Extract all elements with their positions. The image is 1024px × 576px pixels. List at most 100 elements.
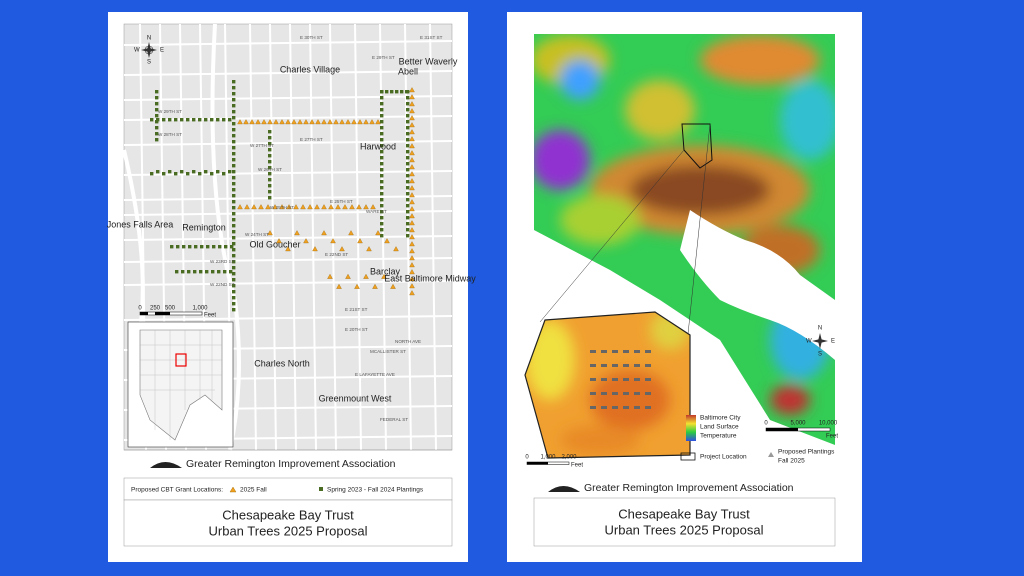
inset-planting xyxy=(645,406,651,409)
inset-planting xyxy=(645,364,651,367)
past-planting xyxy=(198,118,202,122)
past-planting xyxy=(380,204,384,208)
proposed-planting xyxy=(409,157,415,163)
past-planting xyxy=(406,198,410,202)
neighborhood-label: East Baltimore Midway xyxy=(384,273,476,283)
proposed-planting xyxy=(267,230,273,236)
neighborhood-label: Jones Falls Area xyxy=(107,219,174,229)
street-label: E 25TH ST xyxy=(330,199,353,204)
proposed-planting xyxy=(336,283,342,289)
past-planting xyxy=(155,120,159,124)
proposed-planting xyxy=(409,220,415,226)
past-planting xyxy=(380,144,384,148)
past-planting xyxy=(232,110,236,114)
past-planting xyxy=(198,172,202,176)
past-planting xyxy=(406,174,410,178)
proposed-planting xyxy=(409,122,415,128)
proposed-planting xyxy=(381,273,387,279)
past-planting xyxy=(380,180,384,184)
past-planting xyxy=(380,222,384,226)
past-planting xyxy=(182,245,186,249)
inset-planting xyxy=(612,406,618,409)
compass-s: S xyxy=(818,352,822,358)
proposed-planting xyxy=(357,119,363,125)
proposed-planting xyxy=(351,119,357,125)
legend-spring: Spring 2023 - Fall 2024 Plantings xyxy=(327,487,424,494)
proposed-planting xyxy=(357,238,363,244)
proposed-planting xyxy=(345,119,351,125)
scale-label: 250 xyxy=(150,306,161,312)
proposed-planting xyxy=(409,178,415,184)
proposed-planting xyxy=(409,234,415,240)
past-planting xyxy=(268,178,272,182)
inset-planting xyxy=(601,350,607,353)
proposed-planting xyxy=(273,119,279,125)
project-box xyxy=(175,353,187,367)
past-planting xyxy=(232,182,236,186)
past-planting xyxy=(204,118,208,122)
legend-plantings: Fall 2025 xyxy=(778,458,805,465)
past-planting xyxy=(380,174,384,178)
logo-icon xyxy=(548,486,580,492)
past-planting xyxy=(192,118,196,122)
past-planting xyxy=(212,245,216,249)
road xyxy=(123,140,453,146)
proposed-planting xyxy=(294,230,300,236)
proposed-planting xyxy=(328,204,334,210)
past-planting xyxy=(155,108,159,112)
scale-unit: Feet xyxy=(571,463,583,469)
street-label: E 22ND ST xyxy=(325,252,348,257)
past-planting xyxy=(210,118,214,122)
street-label: W 29TH ST xyxy=(158,109,182,114)
past-planting xyxy=(380,168,384,172)
title-line: Chesapeake Bay Trust xyxy=(618,506,750,521)
inset-planting xyxy=(601,364,607,367)
proposed-planting xyxy=(327,273,333,279)
street-label: W 28TH ST xyxy=(158,132,182,137)
past-planting xyxy=(232,188,236,192)
inset-planting xyxy=(623,406,629,409)
proposed-planting xyxy=(349,204,355,210)
past-planting xyxy=(156,170,160,174)
city-outline xyxy=(139,329,223,441)
past-planting xyxy=(211,270,215,274)
proposed-planting xyxy=(409,227,415,233)
legend-project xyxy=(680,452,696,461)
past-planting xyxy=(380,150,384,154)
past-planting xyxy=(181,270,185,274)
past-planting xyxy=(168,118,172,122)
street-label: W 23RD ST xyxy=(210,259,235,264)
compass-n: N xyxy=(818,326,822,332)
compass-e: E xyxy=(160,48,164,54)
past-planting xyxy=(406,144,410,148)
compass: N S E W xyxy=(134,36,164,66)
past-planting xyxy=(268,130,272,134)
proposed-planting xyxy=(267,119,273,125)
street-label: E LAFAYETTE AVE xyxy=(355,372,395,377)
street-label: W 27TH ST xyxy=(250,143,274,148)
past-planting xyxy=(406,120,410,124)
past-planting xyxy=(150,172,154,176)
past-planting xyxy=(162,118,166,122)
past-planting xyxy=(223,270,227,274)
proposed-planting xyxy=(409,213,415,219)
inset-planting xyxy=(623,364,629,367)
proposed-planting xyxy=(285,246,291,252)
past-planting xyxy=(180,118,184,122)
proposed-planting xyxy=(249,119,255,125)
past-planting xyxy=(192,170,196,174)
past-planting xyxy=(232,86,236,90)
past-planting xyxy=(232,128,236,132)
street-label: W 24TH ST xyxy=(245,232,269,237)
proposed-planting xyxy=(345,273,351,279)
past-planting xyxy=(155,96,159,100)
inset-planting xyxy=(601,392,607,395)
past-planting xyxy=(210,172,214,176)
past-planting xyxy=(380,138,384,142)
past-planting xyxy=(232,242,236,246)
proposed-planting xyxy=(237,204,243,210)
legend-triangle xyxy=(768,452,774,457)
past-planting xyxy=(230,245,234,249)
proposed-planting xyxy=(375,119,381,125)
compass-w: W xyxy=(134,48,140,54)
